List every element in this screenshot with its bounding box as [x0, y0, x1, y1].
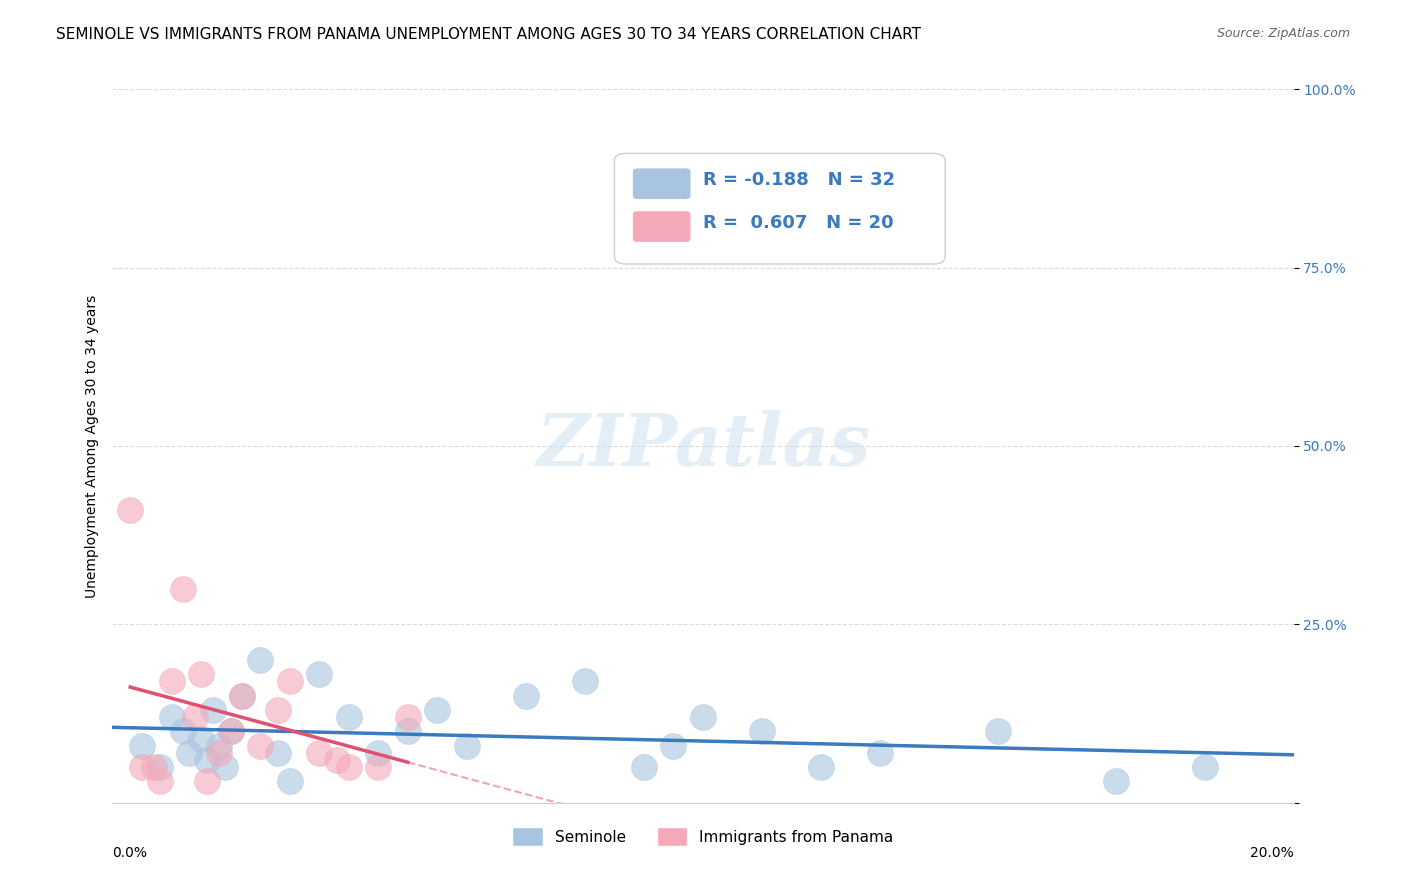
Point — [214, 760, 236, 774]
Point — [208, 739, 231, 753]
Point — [160, 710, 183, 724]
FancyBboxPatch shape — [633, 168, 692, 200]
Point — [249, 653, 271, 667]
Point — [184, 710, 207, 724]
Point — [278, 674, 301, 689]
Point — [367, 760, 389, 774]
Point — [249, 739, 271, 753]
Point — [326, 753, 349, 767]
Point — [179, 746, 201, 760]
Point — [160, 674, 183, 689]
FancyBboxPatch shape — [633, 211, 692, 243]
Point — [426, 703, 449, 717]
Point — [149, 760, 172, 774]
Point — [633, 760, 655, 774]
Point — [810, 760, 832, 774]
Text: 0.0%: 0.0% — [112, 846, 148, 860]
Point — [337, 760, 360, 774]
Text: R = -0.188   N = 32: R = -0.188 N = 32 — [703, 171, 896, 189]
Point — [131, 760, 153, 774]
Point — [337, 710, 360, 724]
Point — [172, 724, 194, 739]
Legend: Seminole, Immigrants from Panama: Seminole, Immigrants from Panama — [506, 822, 900, 852]
Point — [515, 689, 537, 703]
Point — [308, 746, 330, 760]
Point — [662, 739, 685, 753]
Text: R =  0.607   N = 20: R = 0.607 N = 20 — [703, 214, 894, 232]
Text: SEMINOLE VS IMMIGRANTS FROM PANAMA UNEMPLOYMENT AMONG AGES 30 TO 34 YEARS CORREL: SEMINOLE VS IMMIGRANTS FROM PANAMA UNEMP… — [56, 27, 921, 42]
Point — [751, 724, 773, 739]
Point — [120, 503, 142, 517]
Point — [190, 731, 212, 746]
Point — [142, 760, 165, 774]
Point — [267, 746, 290, 760]
Y-axis label: Unemployment Among Ages 30 to 34 years: Unemployment Among Ages 30 to 34 years — [84, 294, 98, 598]
Point — [396, 710, 419, 724]
Point — [190, 667, 212, 681]
Point — [308, 667, 330, 681]
Point — [456, 739, 478, 753]
Point — [396, 724, 419, 739]
Point — [367, 746, 389, 760]
Point — [869, 746, 891, 760]
Text: 20.0%: 20.0% — [1250, 846, 1294, 860]
Point — [195, 774, 218, 789]
Point — [231, 689, 253, 703]
Point — [231, 689, 253, 703]
Point — [1194, 760, 1216, 774]
Point — [149, 774, 172, 789]
Point — [987, 724, 1010, 739]
Point — [172, 582, 194, 596]
Point — [219, 724, 242, 739]
Point — [131, 739, 153, 753]
Point — [267, 703, 290, 717]
Text: Source: ZipAtlas.com: Source: ZipAtlas.com — [1216, 27, 1350, 40]
Point — [574, 674, 596, 689]
Text: ZIPatlas: ZIPatlas — [536, 410, 870, 482]
Point — [1105, 774, 1128, 789]
FancyBboxPatch shape — [614, 153, 945, 264]
Point — [219, 724, 242, 739]
Point — [208, 746, 231, 760]
Point — [692, 710, 714, 724]
Point — [201, 703, 224, 717]
Point — [278, 774, 301, 789]
Point — [195, 753, 218, 767]
